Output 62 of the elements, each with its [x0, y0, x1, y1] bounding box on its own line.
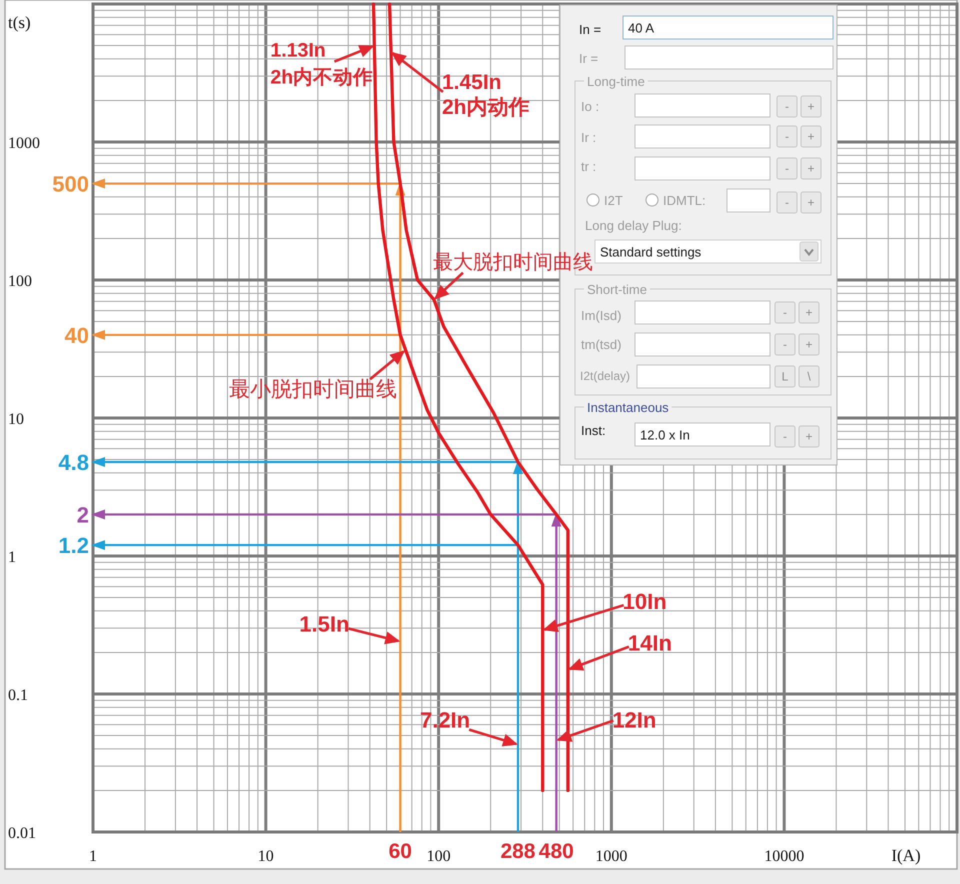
annotation: -: [785, 130, 789, 144]
annotation: -: [785, 162, 789, 176]
annotation: Ir =: [579, 51, 598, 66]
x-axis-title: I(A): [891, 846, 921, 865]
y-axis-title: t(s): [8, 13, 31, 32]
annotation: -: [783, 306, 787, 320]
x-tick-label: 10: [258, 848, 274, 865]
annotation: I2T: [604, 193, 623, 208]
x-tick-label: 100: [426, 848, 451, 865]
annotation: +: [807, 130, 815, 144]
data-label: 1.2: [58, 533, 89, 558]
annotation: 1.45In 2h内动作: [442, 70, 530, 119]
annotation: 10In: [622, 589, 667, 614]
annotation: 480: [538, 840, 574, 863]
annotation: Standard settings: [600, 244, 702, 260]
annotation: +: [807, 196, 815, 210]
annotation: \: [807, 370, 812, 384]
annotation: 1.13In 2h内不动作: [270, 40, 374, 89]
annotation: Instantaneous: [587, 400, 670, 415]
annotation: tm(tsd): [581, 337, 622, 352]
annotation: 40 A: [628, 20, 654, 36]
annotation: Long delay Plug:: [585, 218, 682, 233]
annotation: 12.0 x In: [640, 428, 690, 442]
x-tick-label: 1000: [595, 848, 628, 865]
annotation: 14In: [628, 630, 672, 656]
annotation: IDMTL:: [663, 193, 706, 208]
annotation: Long-time: [587, 74, 645, 89]
annotation: -: [785, 196, 789, 210]
y-tick-label: 0.01: [8, 825, 36, 842]
annotation: Io :: [581, 99, 600, 114]
annotation: +: [805, 338, 813, 352]
x-tick-label: 1: [89, 848, 97, 865]
data-label: 500: [52, 172, 89, 197]
annotation: +: [807, 162, 815, 176]
x-tick-label: 10000: [764, 848, 804, 865]
data-label: 40: [64, 322, 89, 348]
annotation: Im(Isd): [581, 308, 622, 323]
annotation: 12In: [612, 708, 656, 733]
annotation: L: [782, 370, 789, 384]
annotation: Ir :: [581, 130, 596, 145]
annotation: 7.2In: [420, 708, 470, 733]
annotation: 288: [500, 840, 536, 863]
annotation: -: [783, 338, 787, 352]
annotation: -: [785, 100, 789, 114]
annotation: I2t(delay): [580, 369, 630, 383]
data-label: 4.8: [58, 450, 89, 475]
data-label: 2: [76, 502, 89, 528]
annotation: Short-time: [587, 282, 647, 297]
annotation: +: [805, 430, 813, 444]
annotation: Inst:: [581, 423, 606, 438]
annotation: +: [805, 306, 813, 320]
annotation: 1.5In: [299, 612, 350, 637]
annotation: -: [783, 430, 787, 444]
y-tick-label: 1: [8, 549, 16, 566]
annotation: tr :: [581, 159, 596, 174]
y-tick-label: 10: [8, 411, 24, 428]
y-tick-label: 100: [8, 273, 32, 290]
y-tick-label: 1000: [8, 135, 40, 152]
annotation: 60: [388, 840, 412, 863]
annotation: +: [807, 100, 815, 114]
y-tick-label: 0.1: [8, 687, 28, 704]
annotation: In =: [579, 22, 602, 37]
